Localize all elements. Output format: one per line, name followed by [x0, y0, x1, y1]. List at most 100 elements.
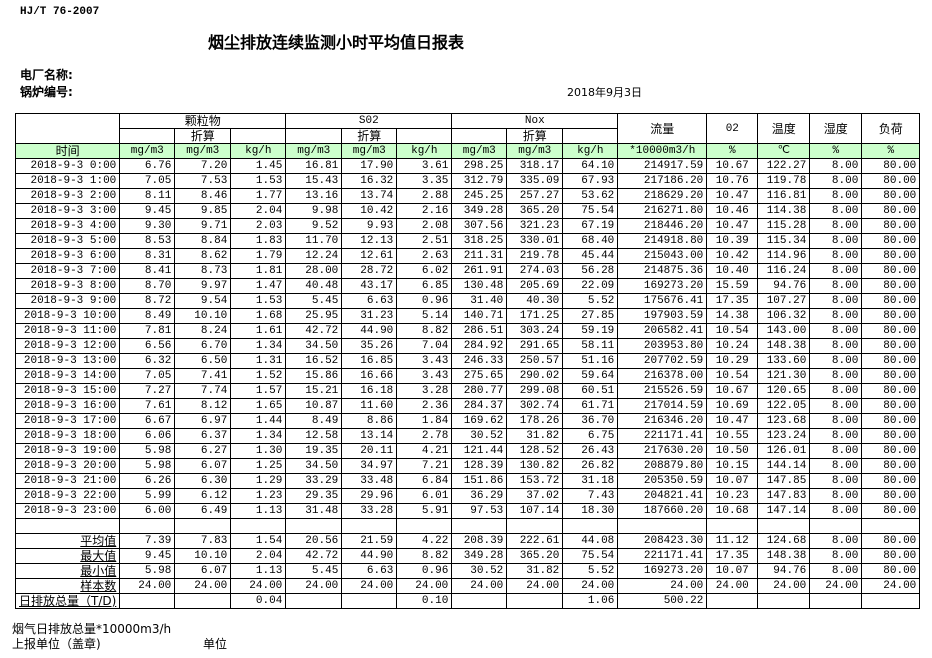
- value-cell: 53.62: [562, 188, 619, 204]
- value-cell: 1.81: [230, 263, 287, 279]
- unit-cell: *10000m3/h: [617, 143, 708, 159]
- blank-cell: [341, 518, 398, 534]
- value-cell: 7.53: [174, 173, 232, 189]
- value-cell: 35.26: [341, 338, 398, 354]
- summary-value: 24.00: [230, 578, 287, 594]
- blank-cell: [285, 518, 343, 534]
- summary-value: 208.39: [451, 533, 508, 549]
- value-cell: 214917.59: [617, 158, 708, 174]
- value-cell: 10.50: [706, 443, 759, 459]
- value-cell: 10.76: [706, 173, 759, 189]
- value-cell: 303.24: [506, 323, 564, 339]
- value-cell: 31.82: [506, 428, 564, 444]
- table-row: 2018-9-3 6:00 8.31 8.62 1.79 12.24 12.61 2.63 2…: [14, 248, 921, 264]
- value-cell: 1.34: [230, 428, 287, 444]
- value-cell: 15.59: [706, 278, 759, 294]
- value-cell: 67.19: [562, 218, 619, 234]
- summary-value: 222.61: [506, 533, 564, 549]
- value-cell: 147.85: [757, 473, 811, 489]
- table-row: 2018-9-3 17:00 6.67 6.97 1.44 8.49 8.86 1.84 16…: [14, 413, 921, 429]
- value-cell: 5.14: [396, 308, 453, 324]
- value-cell: 37.02: [506, 488, 564, 504]
- unit-cell: %: [809, 143, 863, 159]
- value-cell: 140.71: [451, 308, 508, 324]
- value-cell: 205.69: [506, 278, 564, 294]
- value-cell: 8.00: [809, 293, 863, 309]
- value-cell: 7.04: [396, 338, 453, 354]
- value-cell: 16.81: [285, 158, 343, 174]
- value-cell: 1.31: [230, 353, 287, 369]
- value-cell: 31.40: [451, 293, 508, 309]
- value-cell: 29.35: [285, 488, 343, 504]
- value-cell: 221171.41: [617, 428, 708, 444]
- value-cell: 10.39: [706, 233, 759, 249]
- value-cell: 116.81: [757, 188, 811, 204]
- value-cell: 123.68: [757, 413, 811, 429]
- value-cell: 40.48: [285, 278, 343, 294]
- value-cell: 10.07: [706, 473, 759, 489]
- value-cell: 94.76: [757, 278, 811, 294]
- daily-total-value: [341, 593, 398, 609]
- value-cell: 11.60: [341, 398, 398, 414]
- value-cell: 80.00: [861, 218, 921, 234]
- blank-cell: [562, 518, 619, 534]
- summary-value: 1.54: [230, 533, 287, 549]
- value-cell: 10.47: [706, 188, 759, 204]
- summary-value: 10.07: [706, 563, 759, 579]
- table-row: 2018-9-3 0:00 6.76 7.20 1.45 16.81 17.90 3.61 2…: [14, 158, 921, 174]
- header-converted: 折算: [506, 128, 564, 144]
- value-cell: 33.28: [341, 503, 398, 519]
- value-cell: 17.35: [706, 293, 759, 309]
- value-cell: 217014.59: [617, 398, 708, 414]
- summary-value: 5.45: [285, 563, 343, 579]
- report-table: 颗粒物 S02 Nox 流量 02 温度 湿度 负荷 折算 折算 折算 时间 mg…: [14, 113, 921, 609]
- value-cell: 2.78: [396, 428, 453, 444]
- summary-value: 5.52: [562, 563, 619, 579]
- value-cell: 10.54: [706, 368, 759, 384]
- value-cell: 2.88: [396, 188, 453, 204]
- value-cell: 122.27: [757, 158, 811, 174]
- value-cell: 9.45: [119, 203, 176, 219]
- value-cell: 28.72: [341, 263, 398, 279]
- value-cell: 115.34: [757, 233, 811, 249]
- value-cell: 299.08: [506, 383, 564, 399]
- value-cell: 8.00: [809, 443, 863, 459]
- value-cell: 1.61: [230, 323, 287, 339]
- value-cell: 16.32: [341, 173, 398, 189]
- value-cell: 143.00: [757, 323, 811, 339]
- unit-cell: mg/m3: [506, 143, 564, 159]
- value-cell: 80.00: [861, 203, 921, 219]
- value-cell: 15.21: [285, 383, 343, 399]
- value-cell: 7.05: [119, 368, 176, 384]
- value-cell: 10.87: [285, 398, 343, 414]
- daily-total-value: 0.10: [396, 593, 453, 609]
- value-cell: 61.71: [562, 398, 619, 414]
- value-cell: 34.50: [285, 458, 343, 474]
- value-cell: 2.16: [396, 203, 453, 219]
- header-o2: 02: [706, 113, 759, 144]
- value-cell: 9.71: [174, 218, 232, 234]
- value-cell: 51.16: [562, 353, 619, 369]
- value-cell: 6.84: [396, 473, 453, 489]
- value-cell: 6.97: [174, 413, 232, 429]
- value-cell: 6.37: [174, 428, 232, 444]
- value-cell: 1.77: [230, 188, 287, 204]
- value-cell: 6.32: [119, 353, 176, 369]
- value-cell: 187660.20: [617, 503, 708, 519]
- value-cell: 22.09: [562, 278, 619, 294]
- value-cell: 126.01: [757, 443, 811, 459]
- value-cell: 291.65: [506, 338, 564, 354]
- value-cell: 216271.80: [617, 203, 708, 219]
- daily-total-value: [706, 593, 759, 609]
- value-cell: 335.09: [506, 173, 564, 189]
- value-cell: 114.96: [757, 248, 811, 264]
- blank-row: [14, 518, 921, 534]
- value-cell: 10.42: [706, 248, 759, 264]
- table-row: 2018-9-3 15:00 7.27 7.74 1.57 15.21 16.18 3.28…: [14, 383, 921, 399]
- value-cell: 147.14: [757, 503, 811, 519]
- value-cell: 275.65: [451, 368, 508, 384]
- value-cell: 80.00: [861, 188, 921, 204]
- value-cell: 2.04: [230, 203, 287, 219]
- value-cell: 16.66: [341, 368, 398, 384]
- value-cell: 36.29: [451, 488, 508, 504]
